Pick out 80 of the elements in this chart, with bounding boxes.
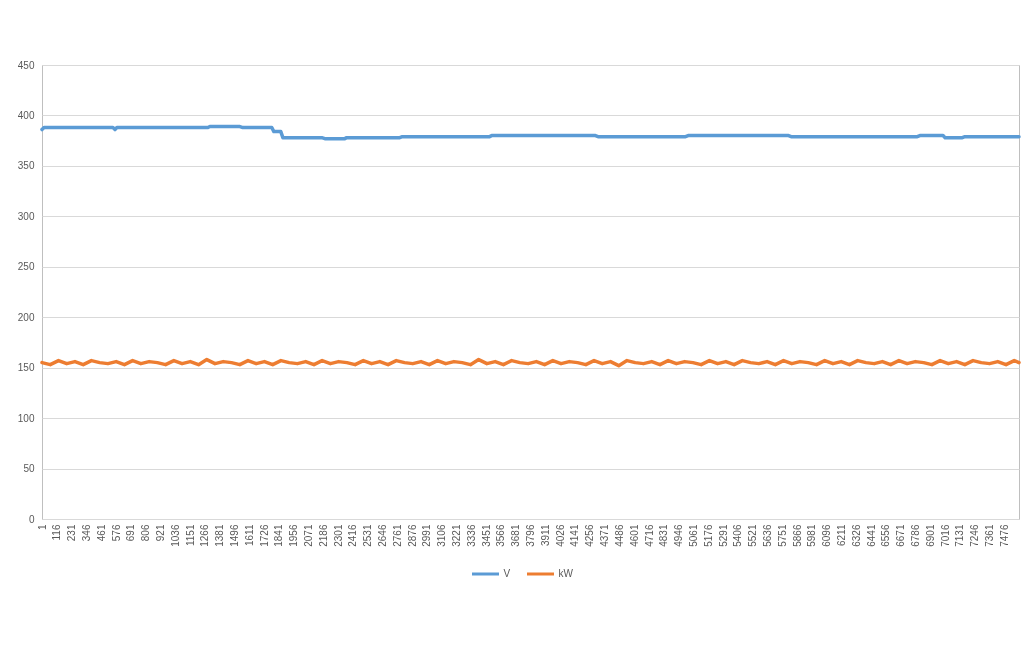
x-tick-label: 2876 (406, 524, 418, 547)
x-tick-label: 3911 (539, 524, 551, 547)
y-tick-label: 400 (17, 109, 35, 121)
line-series (40, 124, 1021, 141)
x-tick-label: 7361 (984, 524, 996, 547)
x-tick-label: 6211 (835, 524, 847, 547)
legend-label: kW (558, 568, 574, 579)
y-tick-label: 250 (17, 261, 35, 273)
x-tick-label: 1266 (199, 524, 211, 547)
x-tick-label: 4371 (599, 524, 611, 547)
x-tick-label: 4026 (554, 524, 566, 547)
x-tick-label: 6671 (895, 524, 907, 547)
x-tick-label: 2991 (421, 524, 433, 547)
x-tick-label: 3566 (495, 524, 507, 547)
legend-label: V (503, 568, 511, 579)
x-tick-label: 1611 (243, 524, 255, 547)
x-tick-label: 4601 (628, 524, 640, 547)
x-tick-label: 6556 (880, 524, 892, 547)
x-tick-label: 2071 (302, 524, 314, 547)
x-tick-label: 461 (95, 524, 107, 542)
x-tick-label: 4256 (584, 524, 596, 547)
x-tick-label: 576 (110, 524, 122, 542)
x-tick-label: 3106 (436, 524, 448, 547)
x-tick-label: 5521 (747, 524, 759, 547)
x-tick-label: 6441 (865, 524, 877, 547)
y-tick-label: 300 (17, 210, 35, 222)
x-tick-label: 5981 (806, 524, 818, 547)
x-tick-label: 5406 (732, 524, 744, 547)
x-tick-label: 1841 (273, 524, 285, 547)
x-tick-label: 6096 (821, 524, 833, 547)
x-tick-label: 6786 (909, 524, 921, 547)
x-tick-label: 1496 (228, 524, 240, 547)
x-tick-label: 2186 (317, 524, 329, 547)
x-tick-label: 4946 (673, 524, 685, 547)
x-tick-label: 1956 (288, 524, 300, 547)
x-tick-label: 6326 (850, 524, 862, 547)
x-tick-label: 346 (80, 524, 92, 542)
y-tick-label: 50 (23, 463, 35, 475)
line-series (40, 357, 1021, 368)
x-tick-label: 2301 (332, 524, 344, 547)
x-tick-label: 4486 (613, 524, 625, 547)
x-tick-label: 1151 (184, 524, 196, 547)
y-tick-label: 100 (17, 412, 35, 424)
x-tick-label: 7131 (954, 524, 966, 547)
x-tick-label: 4716 (643, 524, 655, 547)
y-tick-label: 200 (17, 311, 35, 323)
y-tick-label: 450 (17, 59, 35, 71)
x-tick-label: 921 (154, 524, 166, 542)
x-tick-label: 3451 (480, 524, 492, 547)
x-tick-label: 2416 (347, 524, 359, 547)
x-tick-label: 691 (125, 524, 137, 542)
y-tick-label: 0 (28, 513, 35, 525)
x-tick-label: 116 (51, 524, 63, 541)
x-tick-label: 231 (66, 524, 78, 542)
x-tick-label: 1381 (214, 524, 226, 547)
x-tick-label: 5176 (702, 524, 714, 547)
x-tick-label: 2761 (391, 524, 403, 547)
x-tick-label: 3336 (465, 524, 477, 547)
x-tick-label: 5866 (791, 524, 803, 547)
x-tick-label: 5636 (761, 524, 773, 547)
x-tick-label: 7016 (939, 524, 951, 547)
x-tick-label: 5061 (687, 524, 699, 547)
x-tick-label: 3796 (525, 524, 537, 547)
x-tick-label: 2646 (377, 524, 389, 547)
x-tick-label: 4831 (658, 524, 670, 547)
x-tick-label: 5291 (717, 524, 729, 547)
y-tick-label: 350 (17, 160, 35, 172)
y-tick-label: 150 (17, 362, 35, 374)
x-tick-label: 1 (36, 524, 48, 531)
x-tick-label: 806 (140, 524, 152, 542)
x-tick-label: 3221 (451, 524, 463, 547)
x-tick-label: 4141 (569, 524, 581, 547)
x-tick-label: 7246 (969, 524, 981, 547)
x-tick-label: 1726 (258, 524, 270, 547)
x-tick-label: 5751 (776, 524, 788, 547)
x-tick-label: 2531 (362, 524, 374, 547)
x-tick-label: 6901 (924, 524, 936, 547)
x-tick-label: 3681 (510, 524, 522, 547)
x-tick-label: 1036 (169, 524, 181, 547)
x-tick-label: 7476 (998, 524, 1010, 547)
